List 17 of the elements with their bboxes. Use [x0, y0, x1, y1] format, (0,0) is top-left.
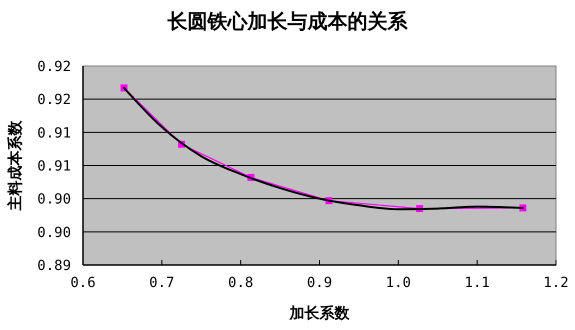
y-tick-label: 0.92 [37, 92, 71, 108]
x-tick-label: 0.8 [228, 275, 254, 291]
y-tick-label: 0.91 [37, 158, 71, 174]
x-tick-label: 0.6 [70, 275, 96, 291]
x-tick-label: 0.9 [306, 275, 332, 291]
x-tick-label: 1.1 [464, 275, 490, 291]
y-tick-label: 0.90 [37, 192, 71, 208]
x-tick-label: 1.0 [386, 275, 411, 291]
y-tick-label: 0.92 [37, 59, 71, 75]
chart-title: 长圆铁心加长与成本的关系 [166, 10, 408, 33]
y-axis-title: 主料成本系数 [6, 120, 24, 212]
y-tick-label: 0.89 [37, 258, 71, 274]
y-tick-label: 0.91 [37, 125, 71, 142]
x-tick-label: 0.7 [149, 275, 174, 291]
x-tick-label: 1.2 [543, 275, 569, 291]
x-axis-title: 加长系数 [288, 305, 350, 322]
y-tick-label: 0.90 [37, 224, 71, 241]
